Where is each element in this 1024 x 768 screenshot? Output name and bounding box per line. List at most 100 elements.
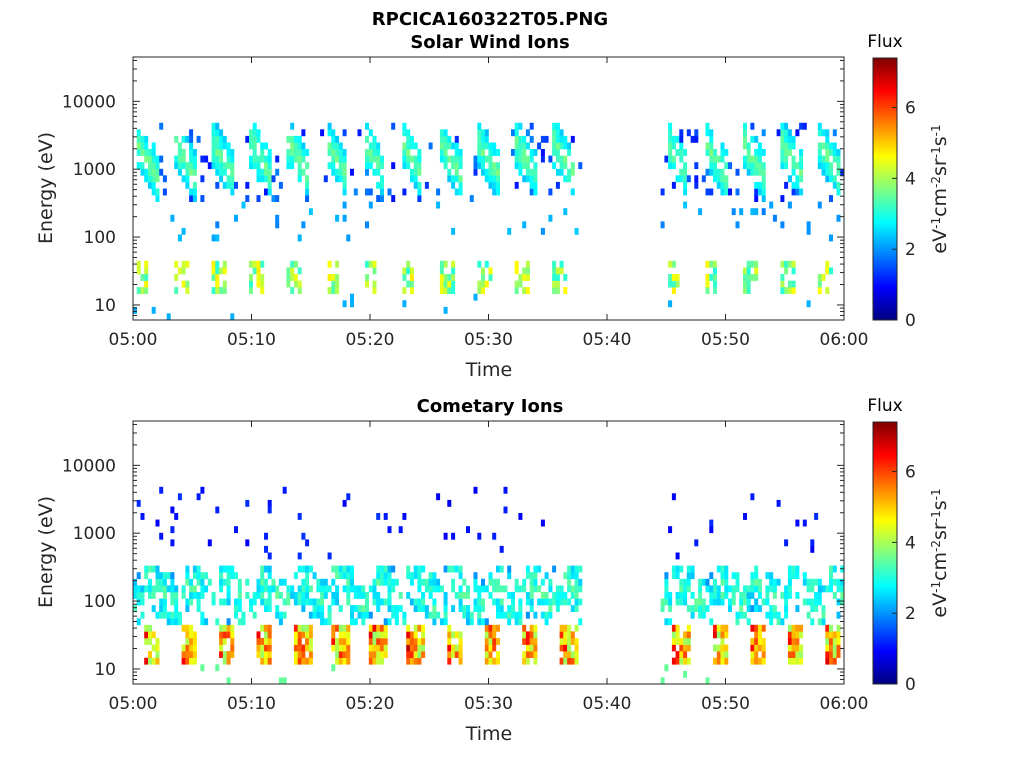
- heatmap-cell: [496, 162, 500, 170]
- heatmap-cell: [162, 598, 167, 606]
- heatmap-cell: [365, 280, 369, 288]
- heatmap-cell: [327, 605, 332, 612]
- heatmap-cell: [230, 644, 235, 652]
- heatmap-cell: [529, 181, 534, 189]
- heatmap-cell: [342, 155, 347, 163]
- heatmap-cell: [514, 181, 519, 189]
- heatmap-cell: [668, 618, 673, 626]
- heatmap-cell: [159, 605, 164, 612]
- heatmap-cell: [817, 287, 822, 294]
- heatmap-cell: [829, 631, 833, 639]
- heatmap-cell: [151, 149, 156, 156]
- heatmap-cell: [335, 280, 340, 288]
- heatmap-cell: [720, 565, 725, 573]
- heatmap-cell: [372, 598, 377, 606]
- heatmap-cell: [219, 638, 224, 645]
- heatmap-cell: [533, 572, 538, 580]
- heatmap-cell: [750, 260, 755, 268]
- heatmap-cell: [189, 155, 194, 163]
- heatmap-cell: [462, 611, 467, 619]
- heatmap-cell: [275, 611, 280, 619]
- heatmap-cell: [694, 135, 699, 143]
- heatmap-cell: [754, 135, 759, 143]
- heatmap-cell: [484, 644, 489, 652]
- heatmap-cell: [724, 578, 729, 586]
- heatmap-cell: [735, 168, 740, 176]
- heatmap-cell: [750, 208, 755, 216]
- heatmap-cell: [563, 155, 568, 163]
- heatmap-cell: [264, 578, 268, 586]
- heatmap-cell: [679, 565, 684, 573]
- heatmap-cell: [574, 592, 579, 599]
- heatmap-cell: [559, 168, 564, 176]
- heatmap-cell: [728, 598, 732, 606]
- heatmap-cell: [245, 195, 250, 202]
- heatmap-cell: [226, 142, 231, 150]
- heatmap-cell: [260, 644, 265, 652]
- heatmap-cell: [278, 592, 283, 599]
- heatmap-cell: [192, 155, 197, 163]
- heatmap-cell: [249, 274, 253, 281]
- heatmap-cell: [540, 592, 545, 599]
- heatmap-cell: [159, 122, 164, 130]
- heatmap-cell: [380, 631, 384, 639]
- heatmap-cell: [705, 188, 710, 196]
- heatmap-cell: [668, 162, 673, 170]
- heatmap-cell: [825, 175, 830, 183]
- heatmap-cell: [421, 565, 426, 573]
- heatmap-cell: [728, 605, 732, 612]
- heatmap-cell: [189, 162, 194, 170]
- heatmap-cell: [477, 287, 482, 294]
- heatmap-cell: [750, 592, 755, 599]
- heatmap-cell: [668, 129, 673, 137]
- x-tick-label: 05:40: [583, 694, 632, 714]
- heatmap-cell: [181, 227, 186, 235]
- heatmap-cell: [380, 644, 384, 652]
- heatmap-cell: [511, 598, 515, 606]
- heatmap-cell: [293, 274, 298, 281]
- panel-2-colorbar-label: eV-1cm-2sr-1s-1: [929, 488, 951, 617]
- heatmap-cell: [731, 585, 736, 593]
- heatmap-cell: [458, 631, 463, 639]
- heatmap-cell: [466, 618, 470, 626]
- heatmap-cell: [750, 605, 755, 612]
- heatmap-cell: [305, 598, 310, 606]
- heatmap-cell: [192, 188, 197, 196]
- heatmap-cell: [525, 155, 530, 163]
- heatmap-cell: [690, 605, 695, 612]
- heatmap-cell: [327, 552, 332, 560]
- heatmap-cell: [784, 181, 789, 189]
- heatmap-cell: [398, 526, 403, 534]
- heatmap-cell: [713, 585, 717, 593]
- heatmap-cell: [159, 611, 164, 619]
- heatmap-cell: [821, 129, 826, 137]
- heatmap-cell: [365, 188, 369, 196]
- heatmap-cell: [305, 578, 310, 586]
- heatmap-cell: [417, 598, 422, 606]
- heatmap-cell: [477, 122, 482, 130]
- heatmap-cell: [477, 532, 482, 540]
- heatmap-cell: [559, 162, 564, 170]
- heatmap-cell: [671, 274, 676, 281]
- heatmap-cell: [335, 149, 340, 156]
- heatmap-cell: [668, 149, 673, 156]
- heatmap-cell: [177, 493, 182, 501]
- heatmap-cell: [701, 175, 706, 183]
- heatmap-cell: [192, 168, 197, 176]
- heatmap-cell: [380, 651, 384, 658]
- heatmap-cell: [297, 175, 302, 183]
- heatmap-cell: [836, 181, 841, 189]
- heatmap-cell: [683, 188, 688, 196]
- heatmap-cell: [731, 592, 736, 599]
- heatmap-cell: [552, 260, 557, 268]
- heatmap-cell: [215, 260, 220, 268]
- heatmap-cell: [683, 201, 688, 209]
- heatmap-cell: [383, 618, 388, 626]
- heatmap-cell: [802, 519, 807, 527]
- heatmap-cell: [409, 142, 414, 150]
- heatmap-cell: [522, 162, 527, 170]
- heatmap-cell: [219, 142, 224, 150]
- heatmap-cell: [787, 129, 792, 137]
- heatmap-cell: [432, 598, 437, 606]
- heatmap-cell: [327, 618, 332, 626]
